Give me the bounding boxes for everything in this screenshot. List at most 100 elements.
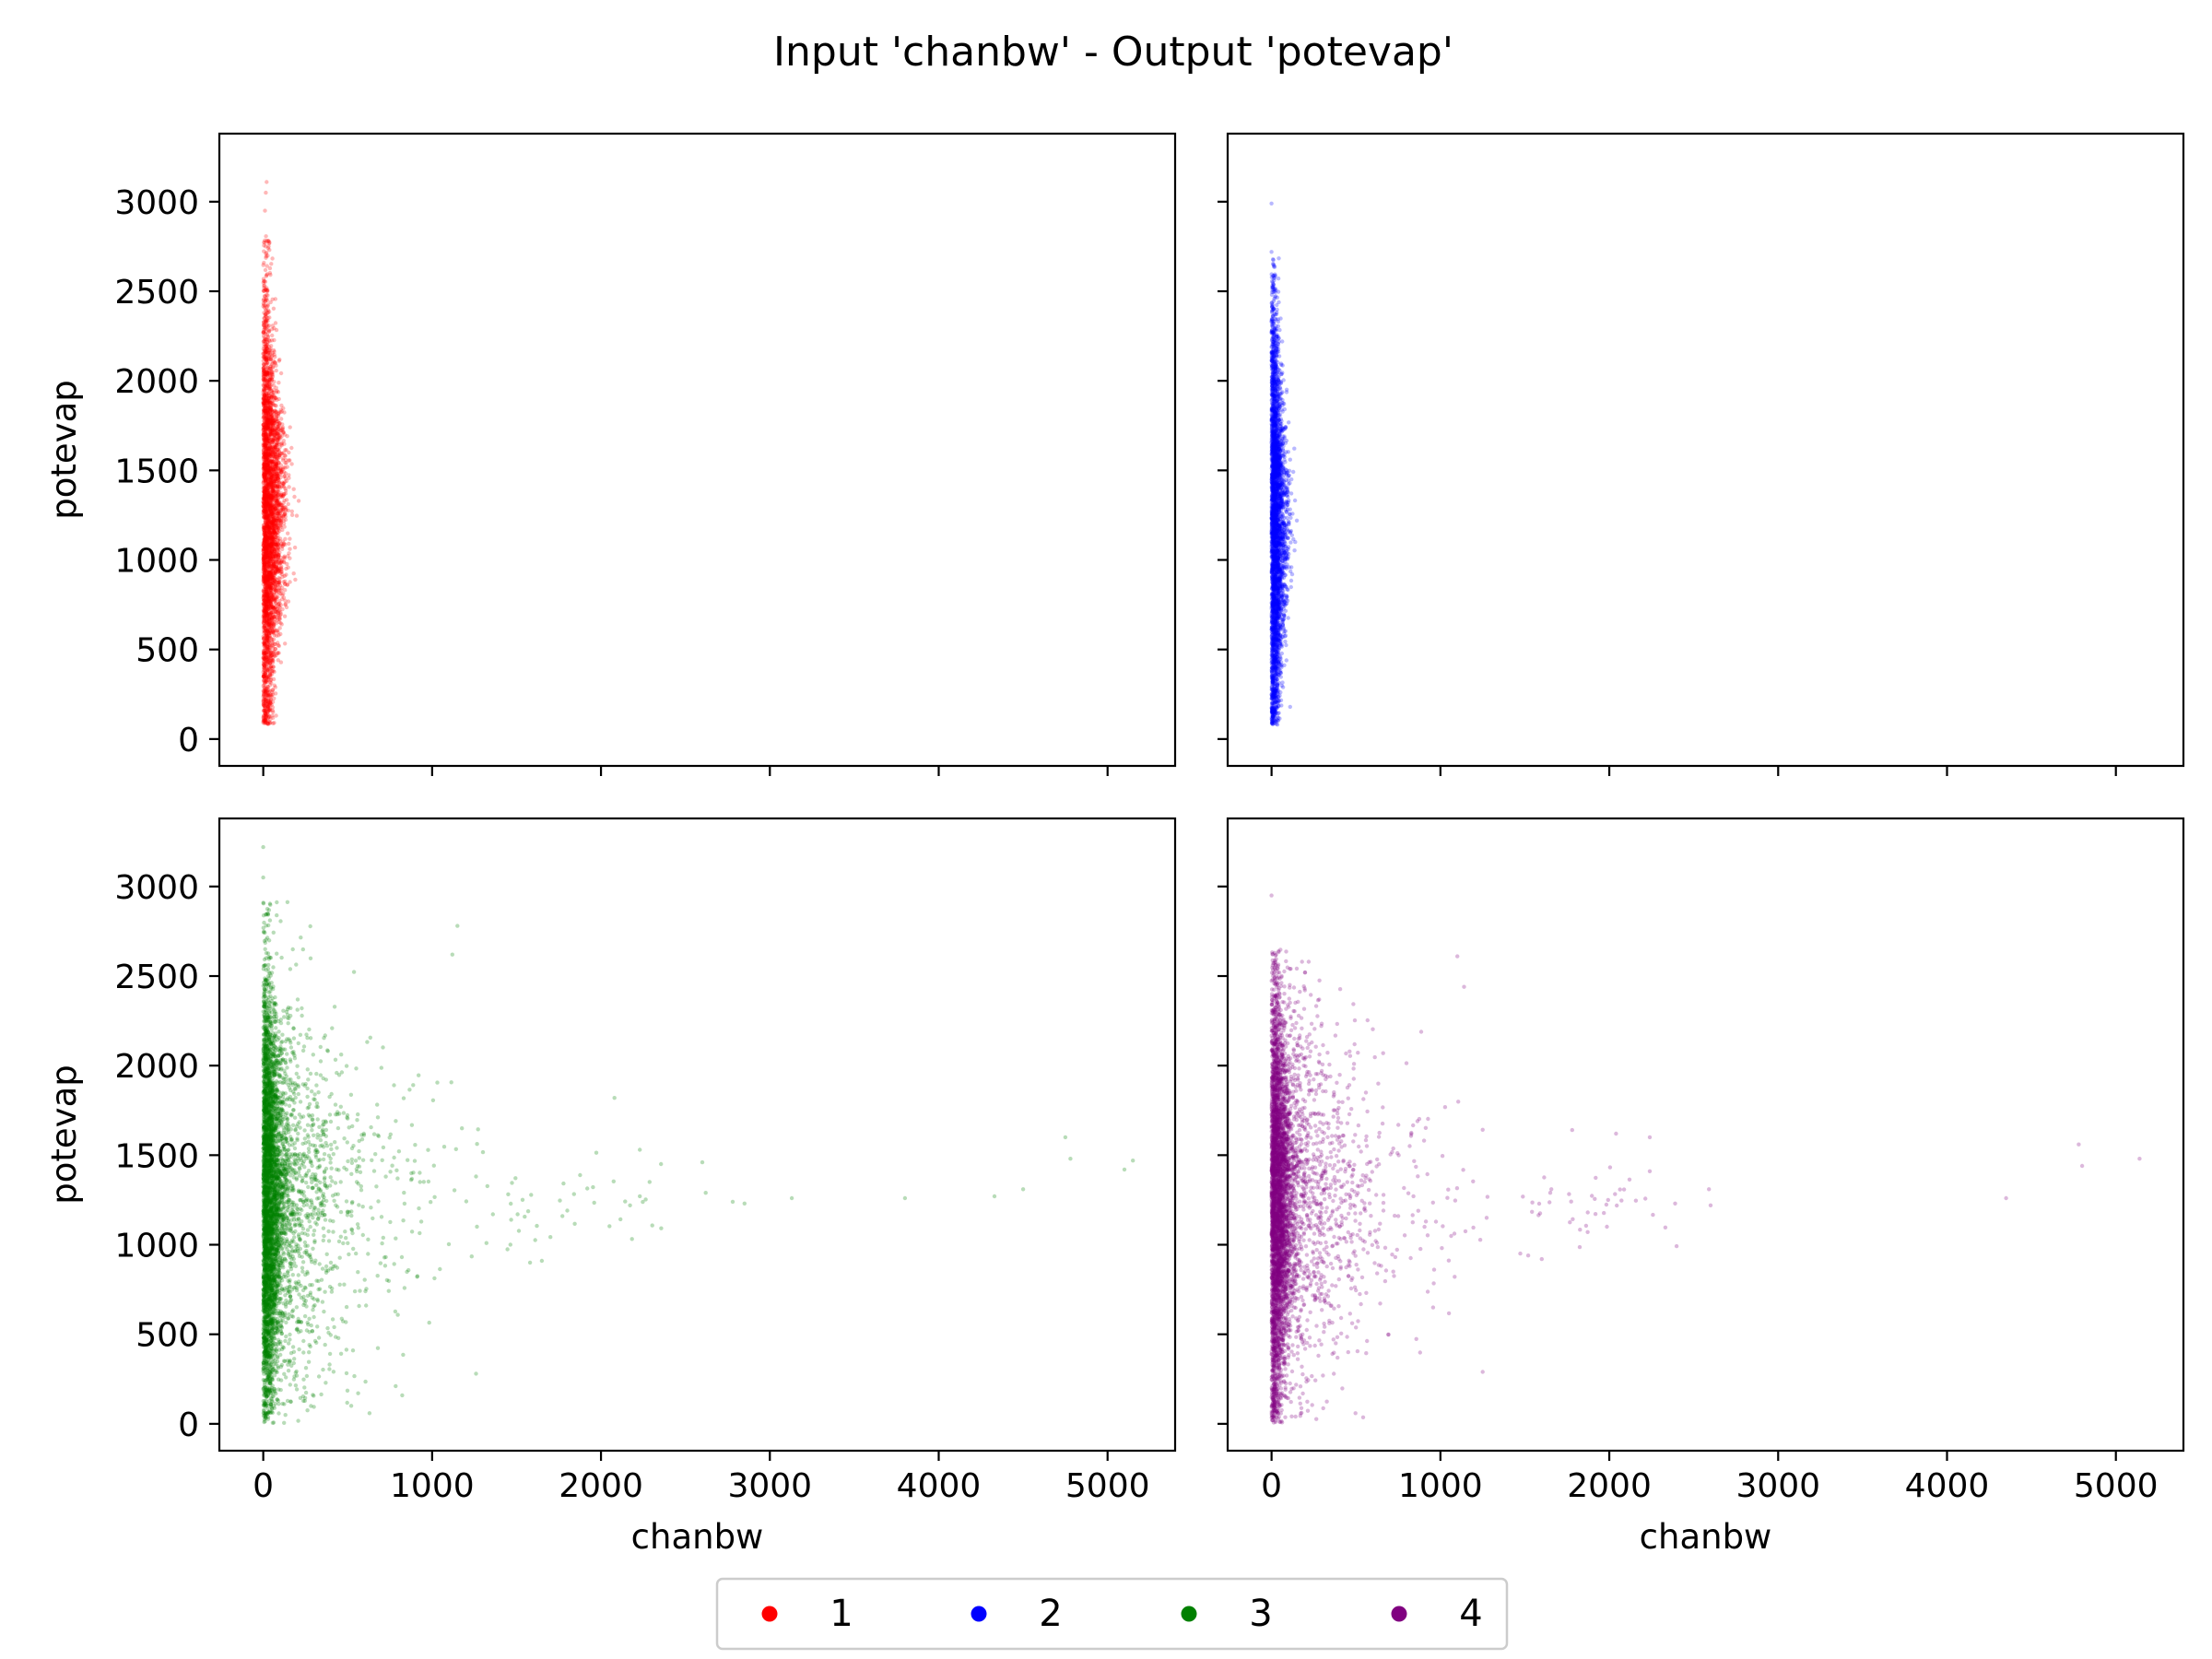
y-tick-label: 1000 (114, 543, 199, 581)
data-point (272, 430, 277, 435)
data-point (264, 382, 269, 387)
data-point (264, 452, 268, 457)
figure-title: Input 'chanbw' - Output 'potevap' (773, 29, 1453, 76)
data-point (274, 415, 278, 419)
data-point (263, 474, 267, 478)
data-point (261, 330, 266, 335)
data-point (263, 697, 267, 701)
data-point (265, 438, 269, 442)
data-point (268, 584, 273, 589)
data-point (274, 467, 278, 472)
data-point (264, 509, 268, 513)
data-point (267, 271, 273, 276)
data-point (265, 543, 271, 547)
data-point (1292, 548, 1297, 553)
data-point (261, 355, 266, 359)
data-point (268, 377, 273, 382)
data-point (262, 705, 267, 710)
data-point (265, 577, 270, 582)
data-point (262, 302, 266, 307)
data-point (282, 560, 287, 565)
data-point (263, 579, 267, 583)
data-point (265, 180, 269, 184)
data-point (270, 594, 275, 598)
data-point (289, 462, 294, 466)
data-point (273, 646, 278, 652)
data-point (268, 510, 273, 514)
data-point (267, 464, 272, 469)
data-point (264, 534, 268, 538)
data-point (269, 558, 274, 562)
data-point (268, 368, 273, 373)
data-point (278, 603, 283, 607)
y-tick-label: 3000 (114, 184, 199, 222)
data-point (263, 537, 267, 543)
data-point (265, 718, 270, 723)
data-point (282, 474, 287, 478)
data-point (287, 541, 291, 547)
scatter-points-1 (261, 180, 301, 726)
data-point (268, 610, 274, 615)
data-point (274, 525, 279, 530)
data-point (265, 512, 270, 517)
data-point (263, 432, 268, 437)
data-point (265, 418, 269, 423)
data-point (269, 475, 274, 479)
data-point (272, 471, 276, 477)
data-point (278, 371, 284, 376)
data-point (273, 555, 278, 559)
data-point (271, 416, 276, 420)
data-point (262, 659, 266, 664)
data-point (263, 627, 268, 631)
data-point (265, 407, 270, 412)
data-point (264, 579, 268, 584)
data-point (264, 636, 269, 641)
data-point (262, 386, 266, 392)
data-point (274, 518, 278, 524)
data-point (269, 542, 274, 547)
data-point (270, 708, 276, 713)
data-point (261, 613, 266, 618)
data-point (279, 515, 284, 521)
data-point (266, 654, 271, 659)
data-point (263, 552, 267, 557)
data-point (266, 605, 271, 610)
data-point (278, 612, 284, 617)
data-point (269, 338, 275, 343)
data-point (264, 551, 268, 556)
data-point (1288, 515, 1293, 520)
data-point (266, 639, 271, 643)
data-point (280, 458, 286, 463)
data-point (276, 560, 280, 565)
data-point (270, 688, 276, 692)
data-point (272, 528, 276, 534)
data-point (269, 480, 274, 485)
data-point (277, 580, 282, 584)
data-point (261, 377, 266, 382)
data-point (261, 395, 266, 400)
data-point (266, 721, 271, 726)
data-point (263, 686, 267, 690)
data-point (278, 620, 283, 626)
data-point (261, 524, 266, 529)
data-point (262, 653, 266, 658)
data-point (262, 635, 266, 641)
data-point (266, 328, 272, 334)
data-point (293, 577, 298, 582)
data-point (265, 293, 270, 298)
data-point (279, 571, 285, 577)
data-point (270, 333, 275, 338)
data-point (271, 606, 276, 610)
data-point (272, 606, 277, 611)
data-point (263, 413, 267, 418)
data-point (265, 477, 270, 481)
data-point (265, 415, 270, 419)
data-point (276, 477, 281, 482)
data-point (271, 520, 276, 524)
data-point (269, 508, 274, 513)
data-point (268, 415, 274, 419)
data-point (291, 487, 296, 491)
data-point (268, 408, 273, 414)
data-point (276, 410, 281, 415)
data-point (283, 641, 288, 646)
